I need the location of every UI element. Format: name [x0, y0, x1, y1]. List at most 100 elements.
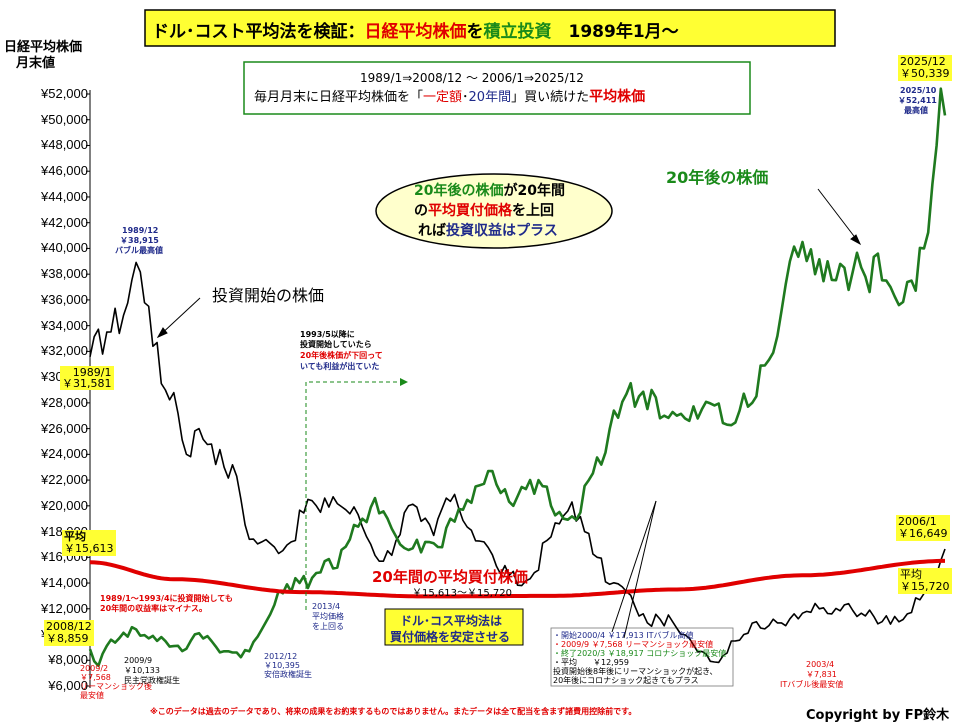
high-2025-line2: ￥52,411 [898, 96, 937, 105]
series-layer [88, 87, 947, 668]
cross-line1: 2013/4 [312, 602, 341, 611]
end-2008-badge: 2008/12 ￥8,859 [44, 620, 94, 646]
legend-line5: 投資開始後8年後にリーマンショックが起き、 [553, 667, 718, 676]
note-1993-line2: 投資開始していたら [300, 340, 372, 349]
bubble-3b: 投資収益はプラス [446, 223, 558, 239]
y-tick-label: ¥28,000 [41, 394, 88, 410]
title-part3: を [466, 22, 484, 42]
lehman-line3: リーマンショック後 [80, 682, 152, 691]
legend-line1: ・開始2000/4 ￥17,913 ITバブル高値 [553, 631, 694, 640]
label-avg-cost: 20年間の平均買付株価 [372, 568, 528, 586]
y-tick-label: ¥22,000 [41, 472, 88, 488]
start-1989-badge: 1989/1 ￥31,581 [60, 366, 114, 390]
subtitle-line2: 毎月月末に日経平均株価を「一定額･20年間」買い続けた平均株価 [254, 86, 645, 106]
high-2025-line1: 2025/10 [900, 86, 937, 95]
y-tick-label: ¥26,000 [41, 420, 88, 436]
bubble-2c: を上回 [512, 203, 554, 219]
end-2025-date: 2025/12 [900, 55, 946, 68]
lehman-line1: 2009/2 [80, 664, 109, 673]
start-2006-date: 2006/1 [898, 515, 937, 528]
note-1993-line3: 20年後株価が下回って [300, 351, 383, 360]
bubble-2a: の [414, 203, 428, 219]
cross-line2: 平均価格 [312, 612, 344, 621]
start-1989-date: 1989/1 [72, 366, 112, 379]
subtitle-2a: 毎月月末に日経平均株価を「 [254, 90, 424, 105]
label-avg-range: ￥15,613～￥15,720 [412, 588, 512, 599]
lehman-line2: ￥7,568 [80, 673, 111, 682]
dca-box [384, 608, 524, 646]
arrow-legend-2 [623, 500, 657, 639]
legend-line3: ・終了2020/3 ￥18,917 コロナショック最安値 [553, 649, 727, 658]
y-tick-label: ¥52,000 [41, 86, 88, 101]
series-line-after20-price [88, 87, 947, 668]
end-2025-price: ￥50,339 [900, 67, 950, 80]
note-1993-line4: いても利益が出ていた [300, 362, 380, 371]
chart-title: ドル･コスト平均法を検証：日経平均株価を積立投資 1989年1月～ [152, 17, 679, 42]
y-tick-label: ¥24,000 [41, 446, 88, 462]
y-tick-label: ¥48,000 [41, 137, 88, 153]
avg-right-badge: 平均 ￥15,720 [898, 568, 952, 594]
subtitle-2d: 20年間 [468, 90, 512, 105]
dpj-line3: 民主党政権誕生 [124, 676, 180, 685]
start-1989-price: ￥31,581 [62, 377, 112, 390]
it-low-line3: ITバブル後最安値 [780, 680, 844, 689]
arrowhead-start-price [156, 327, 168, 339]
title-part2: 日経平均株価 [364, 22, 467, 42]
y-tick-label: ¥40,000 [41, 240, 88, 256]
bubble-line3: れば投資収益はプラス [418, 220, 558, 240]
subtitle-line1: 1989/1⇒2008/12 ～ 2006/1⇒2025/12 [360, 71, 584, 85]
note-1993-line1: 1993/5以降に [300, 330, 355, 339]
series-line-avg-cost [89, 558, 945, 599]
lehman-line4: 最安値 [80, 691, 104, 700]
avg-right-label: 平均 [900, 568, 922, 581]
subtitle-2b: 一定額 [423, 90, 463, 105]
dca-box-line1: ドル･コス平均法は [400, 614, 503, 628]
title-part4: 積立投資 [483, 22, 552, 42]
label-start-price: 投資開始の株価 [212, 286, 325, 305]
cross-line3: を上回る [312, 622, 344, 631]
legend-line4: ・平均 ￥12,959 [553, 658, 629, 667]
copyright: Copyright by FP鈴木 [806, 708, 950, 723]
dpj-line1: 2009/9 [124, 656, 153, 665]
subtitle-box [243, 61, 751, 115]
end-2008-price: ￥8,859 [46, 632, 89, 645]
start-2006-badge: 2006/1 ￥16,649 [896, 515, 950, 541]
y-axis-title-line1: 日経平均株価 [4, 40, 83, 55]
arrow-legend-1 [611, 500, 657, 633]
it-low-line1: 2003/4 [806, 660, 835, 669]
arrowhead-1993 [400, 378, 408, 386]
avg-left-label: 平均 [64, 530, 86, 543]
loss-note-line1: 1989/1～1993/4に投資開始しても [100, 594, 233, 603]
subtitle-2f: 平均株価 [589, 89, 646, 105]
y-tick-label: ¥44,000 [41, 188, 88, 204]
bubble-3a: れば [418, 223, 446, 239]
it-low-line2: ￥7,831 [806, 670, 837, 679]
y-tick-label: ¥36,000 [41, 291, 88, 307]
subtitle-2c: ･ [462, 90, 469, 105]
bubble-1b: が20年間 [503, 183, 565, 199]
y-tick-label: ¥34,000 [41, 317, 88, 333]
title-part5: 1989年1月～ [551, 22, 679, 42]
y-tick-label: ¥12,000 [41, 600, 88, 616]
loss-note-line2: 20年間の収益率はマイナス。 [100, 604, 207, 613]
disclaimer: ※このデータは過去のデータであり、将来の成果をお約束するものではありません。また… [150, 707, 637, 716]
legend-box [550, 627, 734, 687]
bubble-line1: 20年後の株価が20年間 [414, 180, 565, 200]
abe-line2: ￥10,395 [264, 661, 300, 670]
annotation-arrows [156, 188, 862, 639]
dpj-line2: ￥10,133 [124, 666, 160, 675]
arrow-after20 [817, 188, 861, 245]
bubble-line2: の平均買付価格を上回 [414, 200, 554, 220]
avg-left-price: ￥15,613 [64, 542, 114, 555]
abe-line3: 安倍政権誕生 [264, 670, 312, 679]
avg-left-badge: 平均 ￥15,613 [62, 530, 116, 556]
start-2006-price: ￥16,649 [898, 527, 948, 540]
bubble-1a: 20年後の株価 [414, 183, 504, 199]
series-line-start-price [89, 261, 946, 664]
end-2008-date: 2008/12 [46, 620, 92, 633]
y-tick-label: ¥42,000 [41, 214, 88, 230]
avg-right-price: ￥15,720 [900, 580, 950, 593]
y-axis-title-line2: 月末値 [16, 56, 56, 71]
title-box [144, 9, 836, 47]
